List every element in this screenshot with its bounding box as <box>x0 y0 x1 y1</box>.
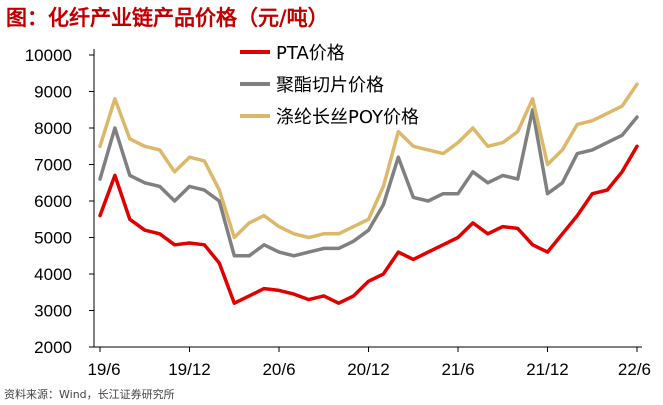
legend-label-1: 聚酯切片价格 <box>276 75 384 96</box>
series-line-1 <box>98 108 639 258</box>
x-axis: 19/6 19/12 20/6 20/12 21/6 21/12 22/6 <box>87 346 651 379</box>
y-tick-label: 2000 <box>34 338 72 357</box>
series-line-2 <box>98 82 639 240</box>
y-tick-label: 6000 <box>34 192 72 211</box>
y-tick-label: 9000 <box>34 83 72 102</box>
legend-label-0: PTA价格 <box>276 43 345 64</box>
x-tick-label: 19/6 <box>87 360 120 379</box>
series-lines <box>98 82 639 305</box>
x-tick-label: 20/6 <box>262 360 295 379</box>
legend-label-2: 涤纶长丝POY价格 <box>276 107 419 128</box>
x-tick-label: 22/6 <box>618 360 651 379</box>
series-line-0 <box>98 144 639 305</box>
y-tick-label: 8000 <box>34 119 72 138</box>
x-tick-label: 20/12 <box>347 360 390 379</box>
y-tick-label: 10000 <box>25 46 72 65</box>
y-tick-label: 7000 <box>34 156 72 175</box>
source-note: 资料来源：Wind，长江证券研究所 <box>4 388 175 401</box>
x-tick-label: 21/12 <box>526 360 569 379</box>
y-tick-label: 4000 <box>34 265 72 284</box>
chart-title: 图：化纤产业链产品价格（元/吨） <box>6 6 329 30</box>
x-tick-label: 19/12 <box>168 360 211 379</box>
y-tick-label: 5000 <box>34 229 72 248</box>
y-axis: 2000 3000 4000 5000 6000 7000 8000 9000 10000 <box>25 46 95 357</box>
x-tick-label: 21/6 <box>441 360 474 379</box>
y-tick-label: 3000 <box>34 302 72 321</box>
